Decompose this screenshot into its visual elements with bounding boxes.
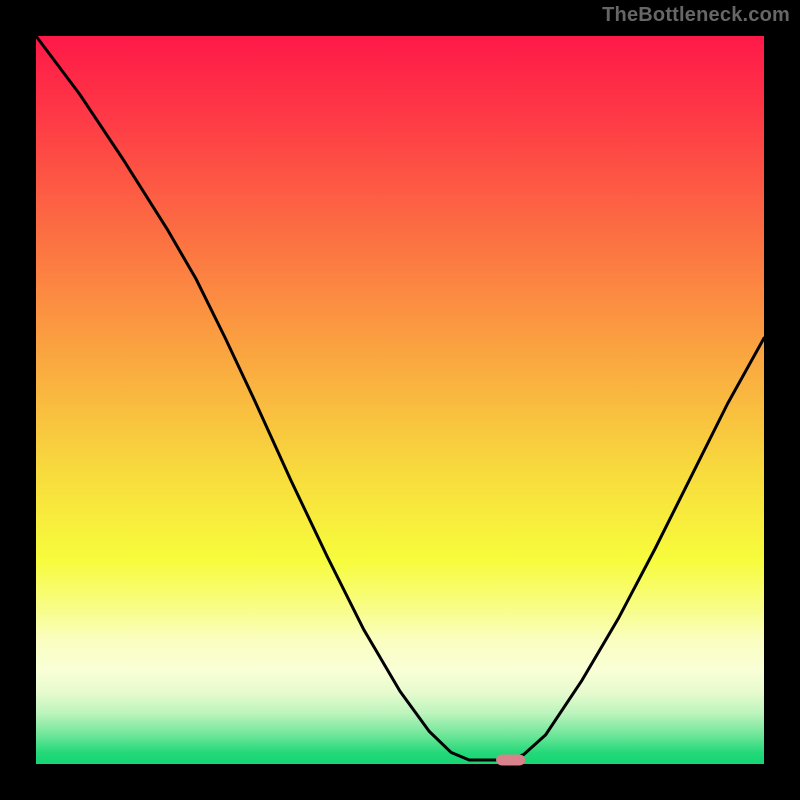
watermark-text: TheBottleneck.com [602, 4, 790, 27]
chart-container: TheBottleneck.com [0, 0, 800, 800]
optimal-marker [496, 755, 525, 766]
bottleneck-chart [0, 0, 800, 800]
plot-background [36, 36, 764, 764]
